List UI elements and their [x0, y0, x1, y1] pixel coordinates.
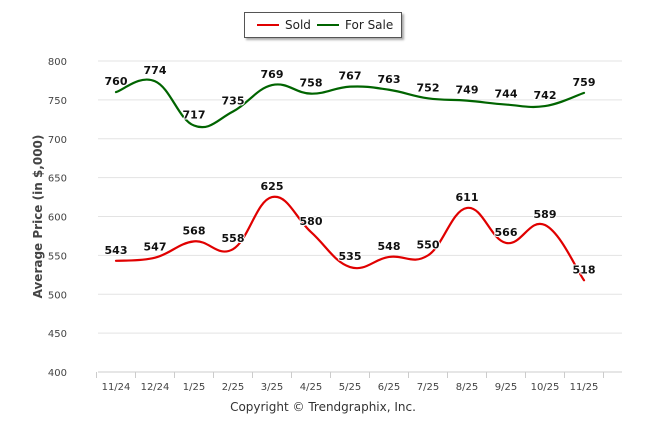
data-label-sold: 566 — [495, 226, 518, 239]
y-tick-label: 650 — [48, 174, 67, 185]
data-label-for-sale: 758 — [300, 77, 323, 90]
data-label-sold: 589 — [534, 208, 557, 221]
x-tick-label: 10/25 — [531, 382, 560, 393]
legend-swatch-sold — [257, 24, 279, 26]
y-tick-label: 750 — [48, 96, 67, 107]
y-axis-title: Average Price (in $,000) — [31, 135, 45, 299]
data-label-for-sale: 767 — [339, 70, 362, 83]
data-label-for-sale: 760 — [105, 75, 128, 88]
x-tick-label: 6/25 — [378, 382, 400, 393]
data-label-sold: 518 — [573, 263, 596, 276]
data-label-for-sale: 759 — [573, 76, 596, 89]
x-tick-label: 2/25 — [222, 382, 244, 393]
data-label-for-sale: 774 — [144, 64, 167, 77]
data-label-sold: 558 — [222, 232, 245, 245]
data-label-for-sale: 752 — [417, 81, 440, 94]
x-tick-label: 3/25 — [261, 382, 283, 393]
series-line-sold — [114, 195, 586, 282]
y-tick-label: 600 — [48, 213, 67, 224]
chart-legend: Sold For Sale — [244, 12, 402, 38]
x-tick-label: 11/24 — [102, 382, 131, 393]
y-tick-label: 400 — [48, 368, 67, 379]
series-line-for-sale — [114, 78, 586, 129]
data-label-for-sale: 763 — [378, 73, 401, 86]
y-tick-label: 500 — [48, 290, 67, 301]
data-label-sold: 611 — [456, 191, 479, 204]
x-tick-label: 7/25 — [417, 382, 439, 393]
legend-label-for-sale: For Sale — [345, 18, 394, 32]
y-tick-label: 550 — [48, 251, 67, 262]
y-tick-label: 700 — [48, 135, 67, 146]
x-tick-label: 1/25 — [183, 382, 205, 393]
y-tick-label: 450 — [48, 329, 67, 340]
x-tick-label: 9/25 — [495, 382, 517, 393]
copyright-text: Copyright © Trendgraphix, Inc. — [230, 400, 416, 414]
data-label-sold: 625 — [261, 180, 284, 193]
x-tick-label: 12/24 — [141, 382, 170, 393]
legend-item-sold[interactable]: Sold — [257, 18, 311, 32]
legend-swatch-for-sale — [317, 24, 339, 26]
data-label-for-sale: 735 — [222, 95, 245, 108]
data-label-sold: 543 — [105, 244, 128, 257]
legend-item-for-sale[interactable]: For Sale — [317, 18, 393, 32]
data-label-for-sale: 769 — [261, 68, 284, 81]
y-tick-label: 800 — [48, 57, 67, 68]
data-label-sold: 568 — [183, 224, 206, 237]
x-tick-label: 4/25 — [300, 382, 322, 393]
data-label-for-sale: 742 — [534, 89, 557, 102]
legend-label-sold: Sold — [285, 18, 311, 32]
data-label-sold: 580 — [300, 215, 323, 228]
data-label-sold: 547 — [144, 241, 167, 254]
data-label-for-sale: 717 — [183, 109, 206, 122]
data-label-sold: 548 — [378, 240, 401, 253]
data-label-sold: 535 — [339, 250, 362, 263]
data-label-for-sale: 749 — [456, 84, 479, 97]
x-tick-label: 8/25 — [456, 382, 478, 393]
x-tick-label: 5/25 — [339, 382, 361, 393]
data-label-sold: 550 — [417, 238, 440, 251]
data-label-for-sale: 744 — [495, 88, 518, 101]
x-tick-label: 11/25 — [570, 382, 599, 393]
